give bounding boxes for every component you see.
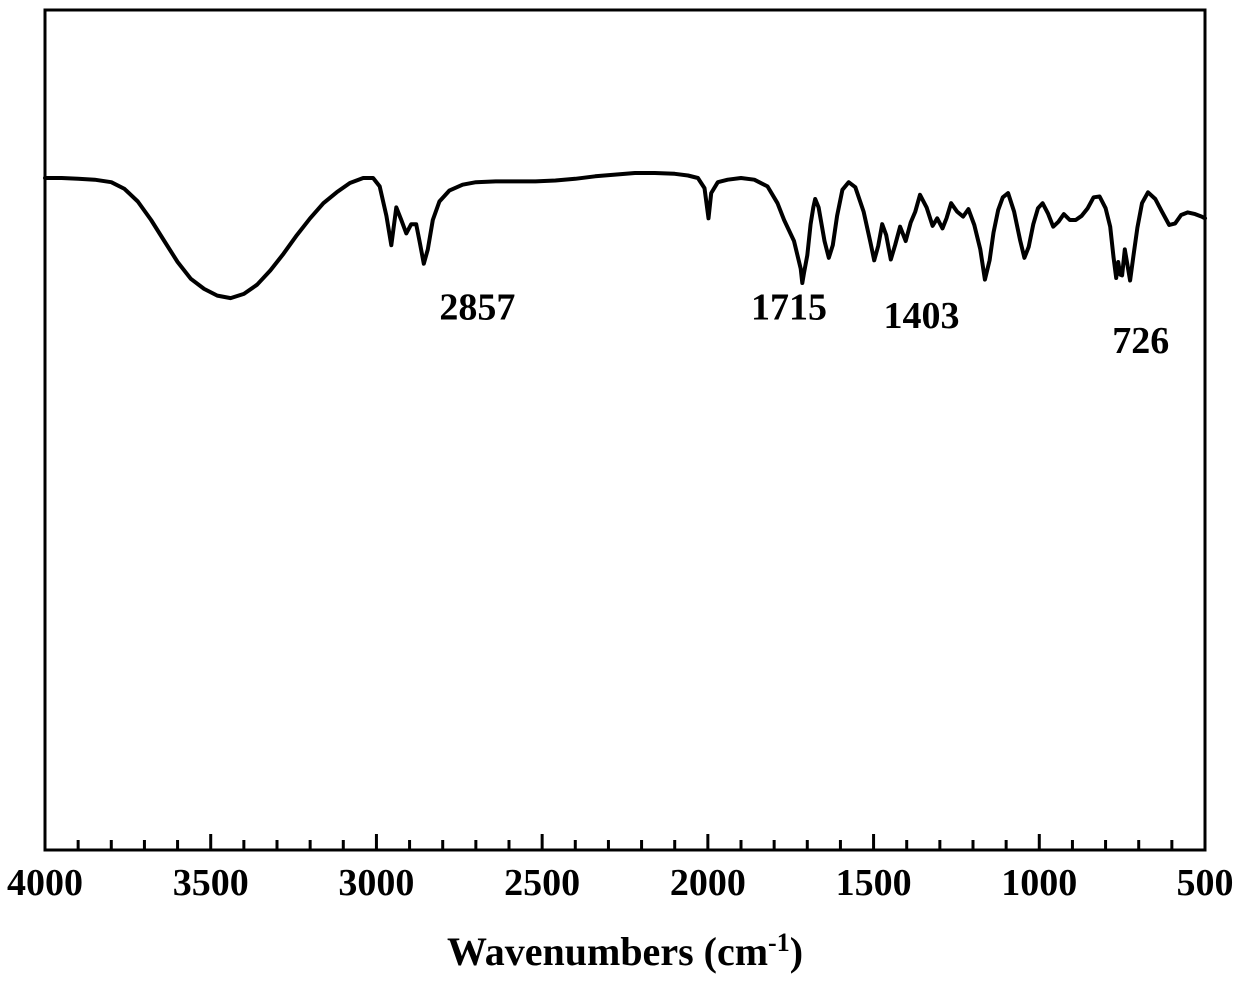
x-tick-labels: 4000 3500 3000 2500 2000 1500 1000 500 bbox=[7, 862, 1234, 904]
x-axis-label: Wavenumbers (cm-1) bbox=[447, 928, 803, 975]
peak-label: 2857 bbox=[439, 286, 515, 328]
peak-label: 1715 bbox=[751, 286, 827, 328]
peak-label: 1403 bbox=[884, 295, 960, 337]
x-tick-label: 3500 bbox=[173, 862, 249, 904]
peak-label: 726 bbox=[1112, 320, 1169, 362]
spectrum-line bbox=[45, 173, 1205, 298]
x-tick-label: 4000 bbox=[7, 862, 83, 904]
x-tick-label: 2500 bbox=[504, 862, 580, 904]
x-tick-label: 2000 bbox=[670, 862, 746, 904]
x-tick-label: 1000 bbox=[1001, 862, 1077, 904]
chart-svg: 4000 3500 3000 2500 2000 1500 1000 500 2857 1715… bbox=[0, 0, 1240, 997]
x-tick-label: 1500 bbox=[836, 862, 912, 904]
x-major-ticks bbox=[45, 834, 1205, 850]
x-tick-label: 500 bbox=[1177, 862, 1234, 904]
plot-border bbox=[45, 10, 1205, 850]
ir-spectrum-chart: 4000 3500 3000 2500 2000 1500 1000 500 2857 1715… bbox=[0, 0, 1240, 997]
x-tick-label: 3000 bbox=[338, 862, 414, 904]
peak-labels: 2857 1715 1403 726 bbox=[439, 286, 1169, 362]
